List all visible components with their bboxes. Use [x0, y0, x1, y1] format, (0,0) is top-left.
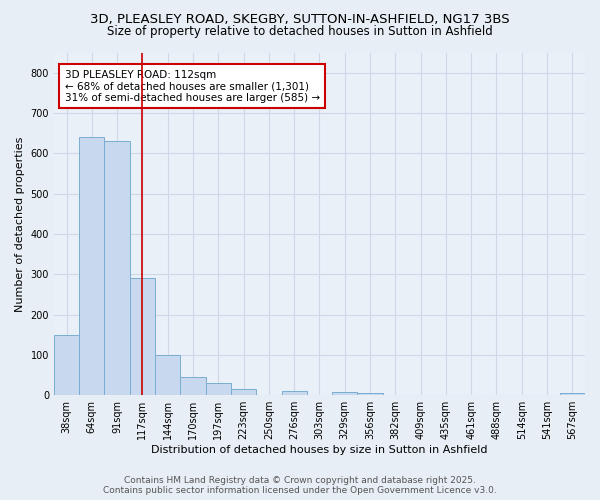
Y-axis label: Number of detached properties: Number of detached properties — [15, 136, 25, 312]
Bar — [181, 377, 206, 395]
Bar — [130, 278, 155, 395]
Bar — [358, 393, 383, 395]
Text: 3D, PLEASLEY ROAD, SKEGBY, SUTTON-IN-ASHFIELD, NG17 3BS: 3D, PLEASLEY ROAD, SKEGBY, SUTTON-IN-ASH… — [90, 12, 510, 26]
X-axis label: Distribution of detached houses by size in Sutton in Ashfield: Distribution of detached houses by size … — [151, 445, 488, 455]
Bar — [54, 334, 79, 395]
Text: 3D PLEASLEY ROAD: 112sqm
← 68% of detached houses are smaller (1,301)
31% of sem: 3D PLEASLEY ROAD: 112sqm ← 68% of detach… — [65, 70, 320, 103]
Bar — [231, 389, 256, 395]
Bar — [560, 393, 585, 395]
Bar — [79, 137, 104, 395]
Bar — [104, 141, 130, 395]
Text: Contains HM Land Registry data © Crown copyright and database right 2025.
Contai: Contains HM Land Registry data © Crown c… — [103, 476, 497, 495]
Text: Size of property relative to detached houses in Sutton in Ashfield: Size of property relative to detached ho… — [107, 25, 493, 38]
Bar — [281, 391, 307, 395]
Bar — [332, 392, 358, 395]
Bar — [206, 383, 231, 395]
Bar — [155, 355, 181, 395]
